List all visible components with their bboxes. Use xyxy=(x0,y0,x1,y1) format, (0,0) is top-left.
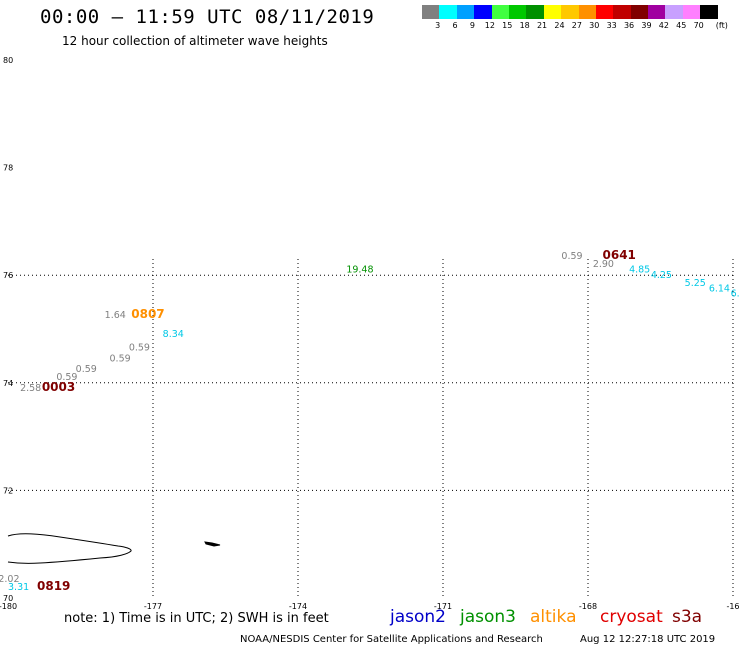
footer-credit: NOAA/NESDIS Center for Satellite Applica… xyxy=(240,634,543,645)
colorbar-swatch xyxy=(491,5,509,19)
lat-tick-label: 78 xyxy=(3,164,13,173)
wave-height-colorbar xyxy=(422,5,718,19)
wave-height-label: 6.3 xyxy=(731,289,740,300)
map-title: 00:00 – 11:59 UTC 08/11/2019 xyxy=(40,6,375,28)
colorbar-tick-label: 18 xyxy=(519,21,530,30)
satellite-legend-s3a: s3a xyxy=(672,607,703,627)
map-subtitle: 12 hour collection of altimeter wave hei… xyxy=(62,34,328,48)
colorbar-swatch xyxy=(526,5,544,19)
coastline-herald-island xyxy=(204,541,221,547)
colorbar-swatch xyxy=(648,5,666,19)
colorbar-tick-label: 70 xyxy=(693,21,704,30)
colorbar-tick-label: 36 xyxy=(623,21,635,30)
wave-height-label: 2.90 xyxy=(593,259,614,270)
colorbar-tick-label: 24 xyxy=(554,21,565,30)
wave-height-label: 5.25 xyxy=(685,278,706,289)
colorbar-tick-label: 15 xyxy=(502,21,513,30)
colorbar-tick-label: 27 xyxy=(571,21,582,30)
colorbar-swatch xyxy=(595,5,614,19)
lat-tick-label: 74 xyxy=(3,379,13,388)
colorbar-tick-label: 12 xyxy=(484,21,495,30)
lat-tick-label: 76 xyxy=(3,271,13,280)
colorbar-swatch xyxy=(613,5,631,19)
satellite-legend-jason3: jason3 xyxy=(460,607,516,627)
wave-height-label: 3.31 xyxy=(8,582,29,593)
satellite-legend-jason2: jason2 xyxy=(390,607,446,627)
colorbar-swatch xyxy=(700,5,718,19)
satellite-legend-altika: altika xyxy=(530,607,577,627)
colorbar-swatch xyxy=(422,5,440,19)
colorbar-swatch xyxy=(682,5,701,19)
colorbar-swatch xyxy=(561,5,579,19)
colorbar-tick-label: 45 xyxy=(676,21,687,30)
colorbar-tick-label: 6 xyxy=(452,21,458,30)
colorbar-tick-label: 21 xyxy=(536,21,548,30)
footer-timestamp: Aug 12 12:27:18 UTC 2019 xyxy=(580,634,716,645)
coastline-wrangel-island xyxy=(7,533,132,564)
pass-time-label: 0819 xyxy=(37,579,70,593)
pass-time-label: 0003 xyxy=(42,380,75,394)
colorbar-tick-label: 3 xyxy=(435,21,441,30)
lat-tick-label: 70 xyxy=(3,594,13,603)
units-note: note: 1) Time is in UTC; 2) SWH is in fe… xyxy=(64,611,329,626)
wave-height-label: 2.58 xyxy=(20,383,41,394)
colorbar-swatch xyxy=(474,5,492,19)
colorbar-swatch xyxy=(665,5,683,19)
pass-time-label: 0641 xyxy=(603,248,636,262)
wave-height-label: 0.59 xyxy=(76,364,97,375)
wave-height-label: 4.25 xyxy=(651,270,672,281)
colorbar-tick-label: 42 xyxy=(658,21,669,30)
colorbar-swatch xyxy=(508,5,527,19)
lon-tick-label: -168 xyxy=(579,602,597,610)
lon-tick-label: -177 xyxy=(144,602,162,610)
colorbar-tick-label: 33 xyxy=(606,21,617,30)
satellite-legend-cryosat: cryosat xyxy=(600,607,663,627)
wave-height-label: 8.34 xyxy=(163,329,184,340)
colorbar-swatch xyxy=(630,5,649,19)
colorbar-swatch xyxy=(578,5,596,19)
altimeter-map: -180 -177 -174 -171 -168 -167072747678803.312… xyxy=(0,56,740,610)
lat-tick-label: 72 xyxy=(3,486,13,495)
wave-height-label: 2.02 xyxy=(0,574,19,585)
colorbar-unit-label: (ft) xyxy=(715,21,728,30)
colorbar-tick-label: 39 xyxy=(641,21,652,30)
wave-height-label: 0.59 xyxy=(110,353,131,364)
wave-height-label: 19.48 xyxy=(346,265,373,276)
wave-height-label: 4.85 xyxy=(629,265,650,276)
lat-tick-label: 80 xyxy=(3,56,13,65)
lon-tick-label: -16 xyxy=(726,602,739,610)
colorbar-swatch xyxy=(456,5,475,19)
wave-height-label: 0.59 xyxy=(56,372,77,383)
wave-height-label: 0.59 xyxy=(129,343,150,354)
lon-tick-label: -174 xyxy=(289,602,307,610)
wave-height-label: 0.59 xyxy=(561,251,582,262)
colorbar-tick-label: 30 xyxy=(589,21,600,30)
wave-height-label: 6.14 xyxy=(709,283,730,294)
pass-time-label: 0807 xyxy=(131,307,164,321)
wave-height-label: 1.64 xyxy=(105,310,126,321)
lon-tick-label: -171 xyxy=(434,602,452,610)
colorbar-tick-label: 9 xyxy=(469,21,475,30)
colorbar-swatch xyxy=(439,5,457,19)
colorbar-swatch xyxy=(543,5,562,19)
lon-tick-label: -180 xyxy=(0,602,17,610)
